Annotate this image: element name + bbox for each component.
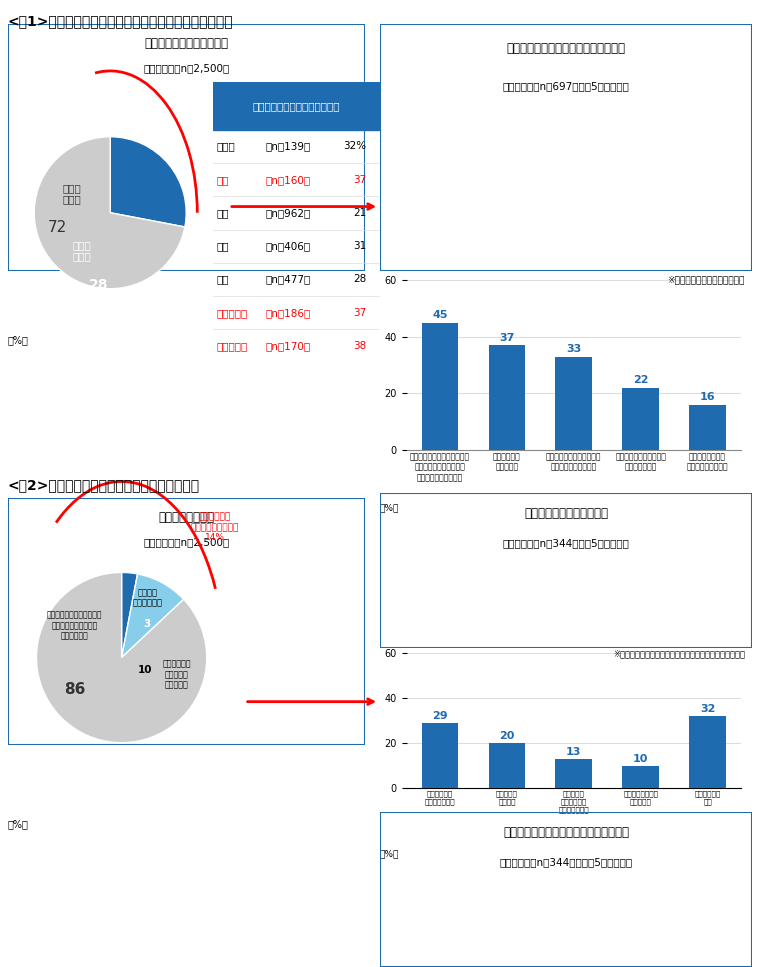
Bar <box>622 766 659 788</box>
Text: <図1>　近所における空き家の有無と問題点・不安な点: <図1> 近所における空き家の有無と問題点・不安な点 <box>8 15 233 28</box>
Text: 九州・沖縄: 九州・沖縄 <box>216 341 248 351</box>
Bar <box>689 716 726 788</box>
Bar <box>556 759 592 788</box>
Bar <box>422 722 458 788</box>
Wedge shape <box>122 574 184 658</box>
Text: 中国・四国: 中国・四国 <box>216 308 248 318</box>
Text: 居住エリア別「空き家がある」: 居住エリア別「空き家がある」 <box>252 101 340 111</box>
Text: 37: 37 <box>353 175 366 185</box>
Wedge shape <box>122 572 138 658</box>
Text: 21: 21 <box>353 208 366 218</box>
Text: （n＝186）: （n＝186） <box>265 308 311 318</box>
Text: 3: 3 <box>144 619 150 629</box>
Text: （n＝139）: （n＝139） <box>265 141 311 152</box>
Text: 45: 45 <box>432 310 448 320</box>
Text: ※近所に空き家がある人ベース: ※近所に空き家がある人ベース <box>667 276 745 284</box>
Text: （%）: （%） <box>8 819 28 829</box>
Text: （n＝962）: （n＝962） <box>265 208 311 218</box>
Text: 空き家
はない: 空き家 はない <box>63 183 81 205</box>
Text: 32%: 32% <box>344 141 366 152</box>
Text: 東北: 東北 <box>216 175 229 185</box>
Text: 空き家所有＋
所有する可能性あり
14%: 空き家所有＋ 所有する可能性あり 14% <box>191 513 239 542</box>
Bar <box>556 357 592 450</box>
Text: 37: 37 <box>353 308 366 318</box>
Text: 13: 13 <box>566 747 581 757</box>
Text: 31: 31 <box>353 241 366 251</box>
Text: 28: 28 <box>353 275 366 284</box>
Text: 10: 10 <box>138 665 152 675</box>
Text: （n＝477）: （n＝477） <box>265 275 311 284</box>
Text: 33: 33 <box>566 344 581 354</box>
Text: （単一回答：n＝2,500）: （単一回答：n＝2,500） <box>143 538 230 547</box>
Text: 16: 16 <box>700 393 715 402</box>
Text: 10: 10 <box>633 753 648 764</box>
Text: 22: 22 <box>633 375 648 385</box>
Text: （n＝406）: （n＝406） <box>265 241 311 251</box>
Text: （複数回答：n＝344／上位5項目抜粋）: （複数回答：n＝344／上位5項目抜粋） <box>503 538 629 547</box>
Text: <図2>　空き家の所有有無と問題点・不安な点: <図2> 空き家の所有有無と問題点・不安な点 <box>8 479 200 492</box>
Text: 29: 29 <box>432 711 448 720</box>
Text: 所有している空き家の対応: 所有している空き家の対応 <box>524 507 608 520</box>
Text: 28: 28 <box>89 278 109 292</box>
Bar <box>622 388 659 450</box>
Text: 86: 86 <box>64 682 85 697</box>
Text: （複数回答：n＝344　／上位5項目抜粋）: （複数回答：n＝344 ／上位5項目抜粋） <box>499 857 633 866</box>
Text: （%）: （%） <box>380 504 399 513</box>
Bar <box>213 82 380 130</box>
Text: 72: 72 <box>47 220 67 235</box>
Text: 関東: 関東 <box>216 208 229 218</box>
Bar <box>489 345 525 450</box>
Text: 近所にある空き家の問題点・不安な点: 近所にある空き家の問題点・不安な点 <box>507 43 625 55</box>
Bar <box>689 404 726 450</box>
Text: （n＝170）: （n＝170） <box>265 341 311 351</box>
Text: 37: 37 <box>499 333 515 343</box>
Text: 空き家の所有有無: 空き家の所有有無 <box>158 512 214 524</box>
Text: （n＝160）: （n＝160） <box>265 175 311 185</box>
Bar <box>422 323 458 450</box>
Text: 所有している空き家の問題点・不安な点: 所有している空き家の問題点・不安な点 <box>503 826 629 839</box>
Text: 関西: 関西 <box>216 275 229 284</box>
Wedge shape <box>34 136 185 289</box>
Text: 中部: 中部 <box>216 241 229 251</box>
Text: ※空き家を所有している／相続する可能性がある人ベース: ※空き家を所有している／相続する可能性がある人ベース <box>613 650 745 659</box>
Text: 20: 20 <box>499 731 515 741</box>
Text: 近所における空き家の有無: 近所における空き家の有無 <box>144 38 228 50</box>
Wedge shape <box>36 572 207 743</box>
Bar <box>489 743 525 788</box>
Text: 空き家
がある: 空き家 がある <box>72 240 91 261</box>
Text: 32: 32 <box>700 704 715 714</box>
Text: （%）: （%） <box>8 336 28 345</box>
Text: 将来、所有・
相続する可
能性がある: 将来、所有・ 相続する可 能性がある <box>163 659 192 689</box>
Text: （%）: （%） <box>380 849 399 858</box>
Text: 空き家を
所有している: 空き家を 所有している <box>132 588 162 607</box>
Text: （単一回答：n＝2,500）: （単一回答：n＝2,500） <box>143 64 230 73</box>
Text: 空き家は所有しておらず、
将来、所有・相続する
可能性もない: 空き家は所有しておらず、 将来、所有・相続する 可能性もない <box>47 611 103 640</box>
Text: 北海道: 北海道 <box>216 141 235 152</box>
Wedge shape <box>110 136 186 227</box>
Text: （複数回答：n＝697／上位5項目抜粋）: （複数回答：n＝697／上位5項目抜粋） <box>503 81 629 91</box>
Text: 38: 38 <box>353 341 366 351</box>
